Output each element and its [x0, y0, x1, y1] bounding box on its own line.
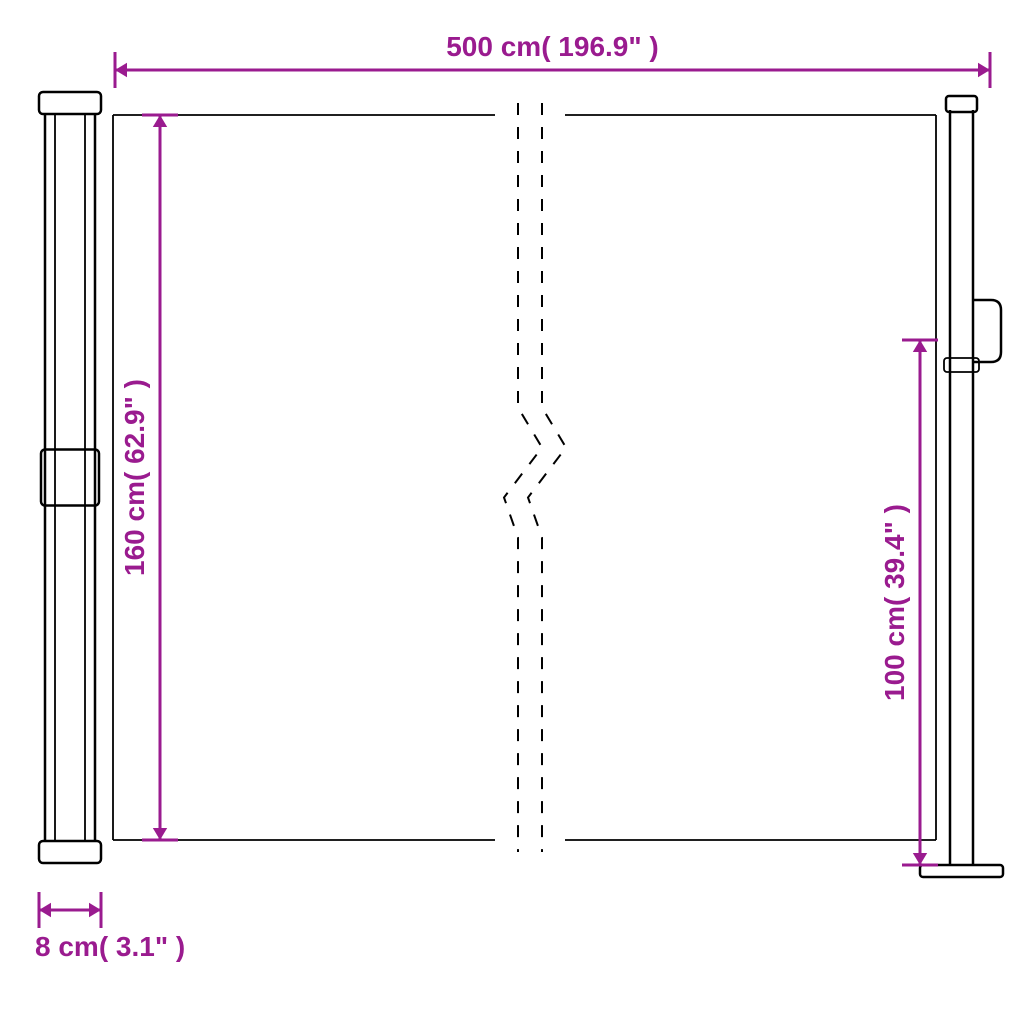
handle-icon — [973, 300, 1001, 362]
dimension-label: 100 cm( 39.4" ) — [879, 504, 910, 701]
dimension-label: 500 cm( 196.9" ) — [446, 31, 659, 62]
dimension-label: 160 cm( 62.9" ) — [119, 379, 150, 576]
cassette-cap-top — [39, 92, 101, 114]
dimension-label: 8 cm( 3.1" ) — [35, 931, 185, 962]
post-base — [920, 865, 1003, 877]
section-break — [504, 103, 542, 852]
section-break — [528, 103, 566, 852]
cassette-clamp — [41, 450, 99, 506]
post-cap-top — [946, 96, 977, 112]
cassette-cap-bottom — [39, 841, 101, 863]
